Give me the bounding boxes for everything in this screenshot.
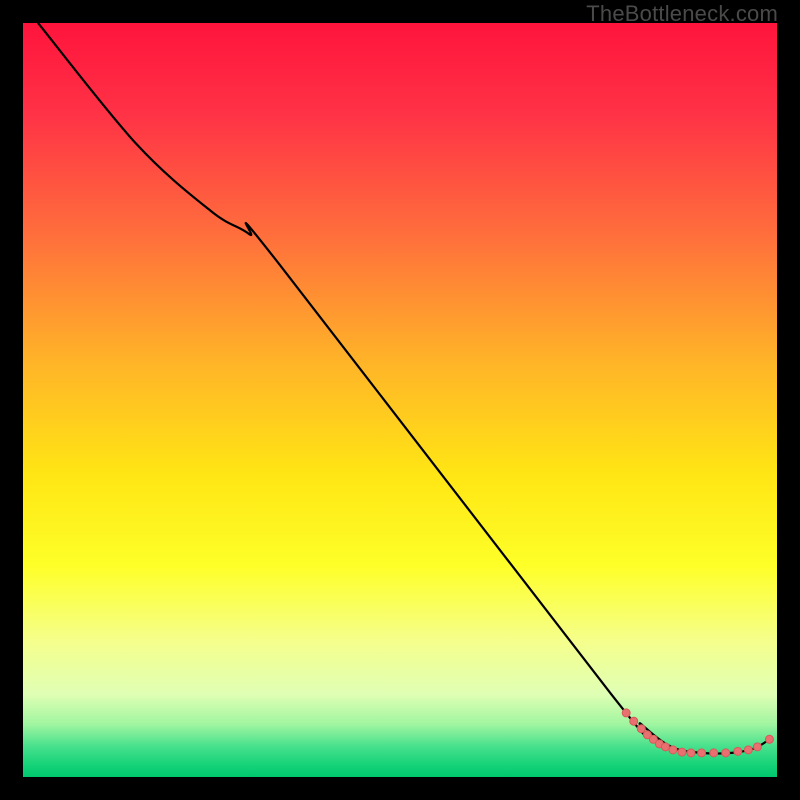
- marker-point: [710, 749, 718, 757]
- marker-point: [722, 749, 730, 757]
- marker-point: [622, 709, 630, 717]
- marker-point: [637, 725, 645, 733]
- marker-point: [678, 748, 686, 756]
- marker-point: [661, 743, 669, 751]
- marker-point: [698, 749, 706, 757]
- marker-point: [765, 735, 773, 743]
- marker-point: [753, 743, 761, 751]
- marker-point: [630, 717, 638, 725]
- marker-point: [744, 746, 752, 754]
- chart-frame: [23, 23, 777, 777]
- marker-point: [687, 749, 695, 757]
- marker-point: [734, 747, 742, 755]
- chart-svg: [23, 23, 777, 777]
- chart-background: [23, 23, 777, 777]
- marker-point: [669, 746, 677, 754]
